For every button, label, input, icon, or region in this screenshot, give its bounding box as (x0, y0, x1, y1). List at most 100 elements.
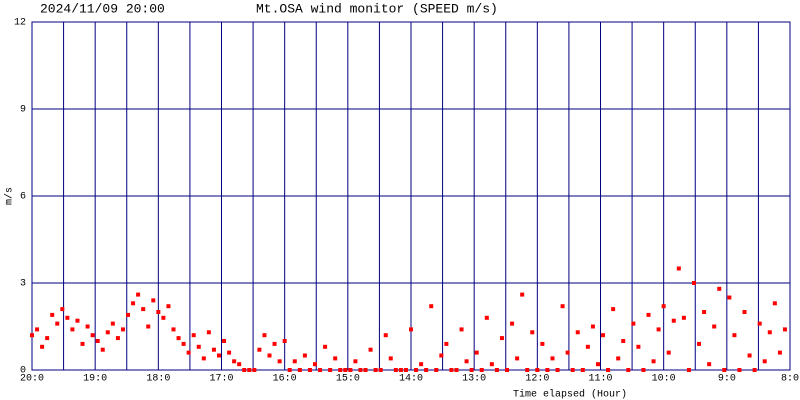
point (631, 321, 636, 326)
point (247, 368, 252, 372)
point (727, 295, 732, 300)
point (373, 368, 378, 372)
point (712, 324, 717, 329)
point (545, 368, 550, 372)
point (126, 312, 131, 317)
point (120, 327, 125, 332)
point (717, 286, 722, 291)
point (469, 368, 474, 372)
point (65, 315, 70, 320)
point (479, 368, 484, 372)
point (419, 362, 424, 367)
x-tick-label: 8:0 (781, 374, 799, 385)
point (105, 330, 110, 335)
point (146, 324, 151, 329)
point (661, 304, 666, 309)
point (722, 368, 727, 372)
point (110, 321, 115, 326)
point (403, 368, 408, 372)
point (449, 368, 454, 372)
point (555, 368, 560, 372)
point (227, 350, 232, 355)
point (737, 368, 742, 372)
point (368, 347, 373, 352)
point (353, 359, 358, 364)
point (297, 368, 302, 372)
point (580, 368, 585, 372)
point (560, 304, 565, 309)
point (343, 368, 348, 372)
x-tick-label: 17:0 (209, 374, 233, 385)
point (636, 344, 641, 349)
point (60, 307, 65, 312)
point (590, 324, 595, 329)
point (606, 368, 611, 372)
point (30, 333, 34, 338)
point (292, 359, 297, 364)
point (691, 281, 696, 285)
point (656, 327, 661, 332)
point (459, 327, 464, 332)
point (95, 339, 100, 343)
point (757, 321, 762, 326)
point (676, 266, 681, 271)
y-axis-label: m/s (4, 187, 16, 205)
point (312, 362, 317, 367)
point (646, 312, 651, 317)
point (191, 333, 196, 338)
point (363, 368, 368, 372)
point (772, 301, 777, 306)
point (601, 333, 606, 338)
point (35, 327, 40, 332)
point (176, 336, 181, 341)
point (161, 315, 166, 320)
point (595, 362, 600, 367)
x-tick-label: 20:0 (20, 374, 44, 385)
point (474, 350, 479, 355)
point (262, 333, 267, 338)
point (232, 359, 237, 364)
point (388, 356, 393, 361)
point (439, 353, 444, 358)
point (484, 315, 489, 320)
point (211, 347, 216, 352)
point (136, 292, 141, 297)
point (409, 327, 413, 332)
point (742, 310, 747, 314)
point (424, 368, 429, 372)
point (156, 310, 161, 314)
point (201, 356, 206, 361)
y-tick-label: 9 (20, 105, 26, 116)
point (681, 315, 686, 320)
x-axis-label: Time elapsed (Hour) (513, 389, 627, 400)
point (510, 321, 515, 326)
point (702, 310, 707, 314)
point (287, 368, 292, 372)
point (267, 353, 272, 358)
point (499, 336, 504, 341)
point (378, 368, 383, 372)
point (237, 362, 242, 367)
point (621, 339, 626, 343)
point (40, 344, 45, 349)
point (611, 307, 616, 312)
point (520, 292, 525, 297)
x-tick-label: 11:0 (588, 374, 612, 385)
x-tick-label: 18:0 (146, 374, 170, 385)
point (70, 327, 75, 332)
point (540, 341, 545, 346)
x-tick-label: 19:0 (83, 374, 107, 385)
point (257, 347, 262, 352)
point (434, 368, 439, 372)
point (732, 333, 737, 338)
point (277, 359, 282, 364)
point (515, 356, 520, 361)
point (282, 339, 287, 343)
point (50, 312, 55, 317)
point (318, 368, 323, 372)
y-tick-label: 6 (20, 192, 26, 203)
point (666, 350, 671, 355)
point (323, 344, 328, 349)
x-tick-label: 12:0 (525, 374, 549, 385)
